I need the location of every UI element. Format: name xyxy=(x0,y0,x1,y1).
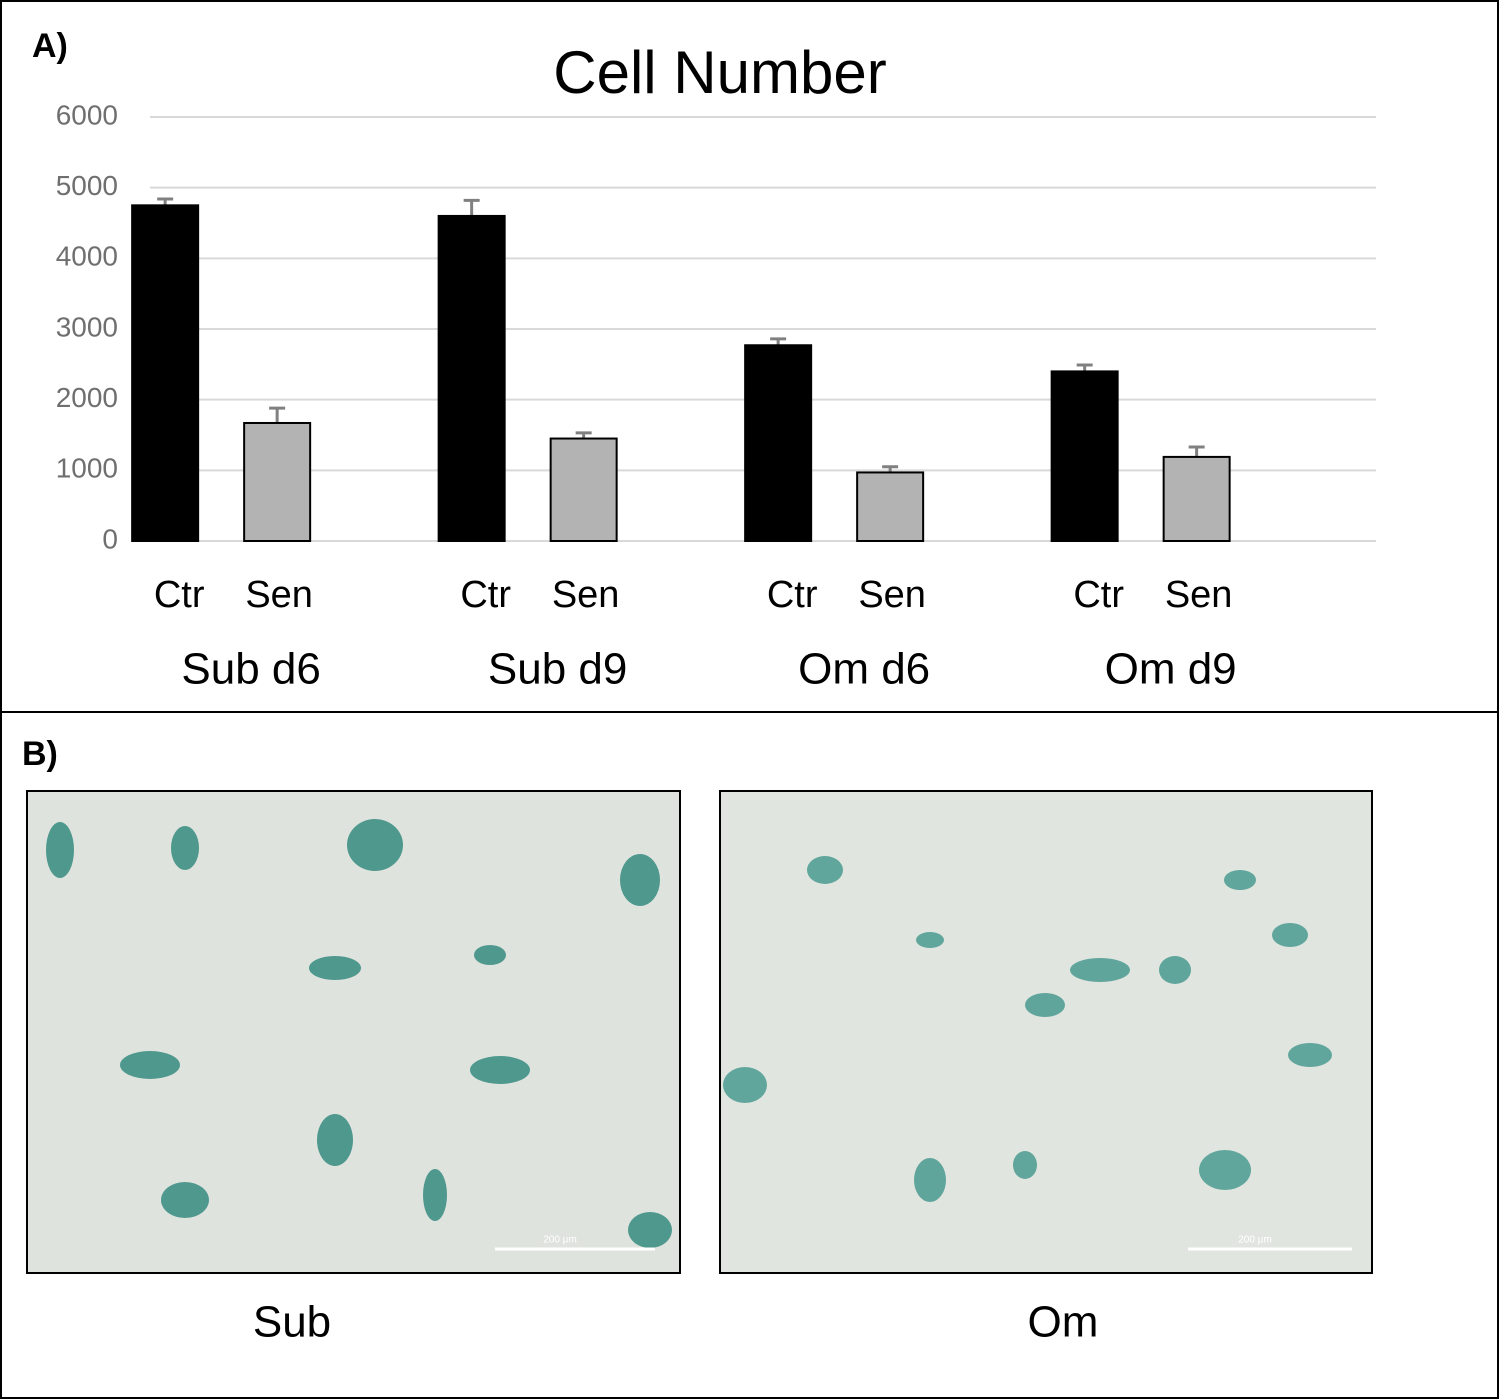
cell xyxy=(474,945,506,965)
bar xyxy=(1162,455,1231,543)
stained-cells xyxy=(46,819,672,1248)
cell xyxy=(916,932,944,948)
stained-cells xyxy=(723,856,1332,1202)
bar xyxy=(856,471,925,543)
cell xyxy=(1199,1150,1251,1190)
x-tick-label: Sen xyxy=(245,574,313,616)
x-tick-label: Ctr xyxy=(460,574,511,616)
y-tick-label: 1000 xyxy=(56,453,118,484)
cell xyxy=(317,1114,353,1166)
bar xyxy=(1050,370,1119,542)
cell xyxy=(1070,958,1130,982)
group-label: Sub d6 xyxy=(181,645,320,694)
cell xyxy=(1013,1151,1037,1179)
y-tick-label: 2000 xyxy=(56,382,118,413)
x-tick-label: Sen xyxy=(552,574,620,616)
cell xyxy=(807,856,843,884)
cell xyxy=(628,1212,672,1248)
bar xyxy=(549,437,618,542)
cell xyxy=(423,1169,447,1221)
cell xyxy=(309,956,361,980)
bar xyxy=(243,421,312,542)
chart-title: Cell Number xyxy=(553,39,886,106)
cell xyxy=(120,1051,180,1079)
cell xyxy=(723,1067,767,1103)
scale-bar-label: 200 µm xyxy=(1238,1235,1272,1246)
group-label: Sub d9 xyxy=(488,645,627,694)
cell xyxy=(914,1158,946,1202)
micrograph: 200 µm xyxy=(26,790,681,1274)
x-tick-label: Sen xyxy=(858,574,926,616)
cell xyxy=(620,854,660,906)
x-tick-label: Ctr xyxy=(1073,574,1124,616)
bar xyxy=(744,344,813,542)
cell xyxy=(1224,870,1256,890)
group-label: Om d9 xyxy=(1105,645,1237,694)
cell xyxy=(1159,956,1191,984)
scale-bar-label: 200 µm xyxy=(543,1235,577,1246)
y-tick-label: 3000 xyxy=(56,311,118,342)
x-tick-label: Sen xyxy=(1165,574,1233,616)
y-tick-label: 5000 xyxy=(56,170,118,201)
cell xyxy=(161,1182,209,1218)
group-label: Om d6 xyxy=(798,645,930,694)
cell xyxy=(46,822,74,878)
panel-label: A) xyxy=(32,27,68,65)
panel-b-border xyxy=(0,711,1499,1399)
cell xyxy=(171,826,199,870)
cell xyxy=(1025,993,1065,1017)
y-tick-label: 0 xyxy=(102,523,118,554)
cell xyxy=(347,819,403,871)
image-frame xyxy=(26,790,681,1274)
y-tick-label: 4000 xyxy=(56,241,118,272)
cell xyxy=(470,1056,530,1084)
x-tick-label: Ctr xyxy=(154,574,205,616)
x-tick-label: Ctr xyxy=(767,574,818,616)
image-caption: Sub xyxy=(253,1298,331,1347)
image-caption: Om xyxy=(1028,1298,1099,1347)
panel-label: B) xyxy=(22,735,58,773)
micrograph: 200 µm xyxy=(719,790,1373,1274)
bar xyxy=(131,204,200,542)
y-tick-label: 6000 xyxy=(56,99,118,130)
cell xyxy=(1288,1043,1332,1067)
bar xyxy=(437,214,506,543)
cell xyxy=(1272,923,1308,947)
